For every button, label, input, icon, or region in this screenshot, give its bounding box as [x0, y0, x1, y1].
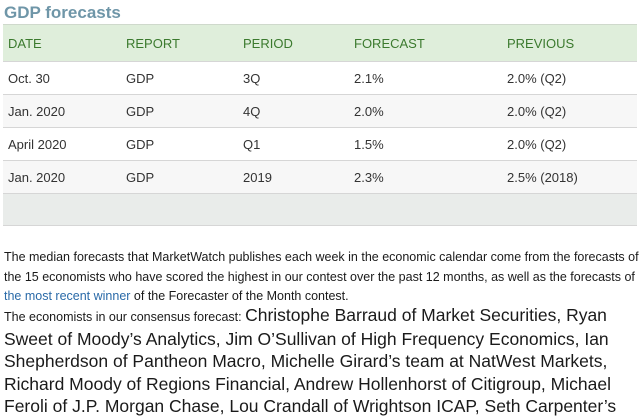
cell-previous: 2.0% (Q2) [502, 127, 637, 161]
most-recent-winner-link[interactable]: the most recent winner [4, 289, 131, 303]
cell-date: Jan. 2020 [3, 94, 121, 128]
footer-cell [3, 193, 121, 226]
cell-report: GDP [121, 94, 238, 128]
column-header-date: DATE [3, 24, 121, 62]
economists-line: Richard Moody of Regions Financial, Andr… [4, 373, 611, 394]
cell-date: April 2020 [3, 127, 121, 161]
footer-cell [349, 193, 502, 226]
economists-line: Sweet of Moody’s Analytics, Jim O’Sulliv… [4, 328, 609, 349]
methodology-paragraph: The median forecasts that MarketWatch pu… [4, 248, 639, 307]
cell-forecast: 2.0% [349, 94, 502, 128]
cell-forecast: 2.3% [349, 160, 502, 194]
cell-period: Q1 [238, 127, 349, 161]
cell-previous: 2.0% (Q2) [502, 61, 637, 95]
table-row: Jan. 2020 GDP 4Q 2.0% 2.0% (Q2) [3, 94, 637, 128]
economists-intro: The economists in our consensus forecast… [4, 310, 246, 324]
column-header-period: PERIOD [238, 24, 349, 62]
table-row: Oct. 30 GDP 3Q 2.1% 2.0% (Q2) [3, 61, 637, 95]
table-row: Jan. 2020 GDP 2019 2.3% 2.5% (2018) [3, 160, 637, 194]
footer-cell [121, 193, 238, 226]
cell-previous: 2.0% (Q2) [502, 94, 637, 128]
economists-line: Christophe Barraud of Market Securities,… [245, 305, 607, 325]
page-title: GDP forecasts [4, 3, 121, 22]
cell-report: GDP [121, 160, 238, 194]
footer-cell [238, 193, 349, 226]
cell-period: 4Q [238, 94, 349, 128]
cell-report: GDP [121, 61, 238, 95]
cell-previous: 2.5% (2018) [502, 160, 637, 194]
cell-report: GDP [121, 127, 238, 161]
table-footer-row [3, 193, 637, 226]
economists-paragraph: The economists in our consensus forecast… [4, 305, 640, 419]
cell-forecast: 2.1% [349, 61, 502, 95]
table-header-row: DATE REPORT PERIOD FORECAST PREVIOUS [3, 24, 637, 62]
footer-cell [502, 193, 637, 226]
column-header-previous: PREVIOUS [502, 24, 637, 62]
paragraph-line: The median forecasts that MarketWatch pu… [4, 250, 639, 264]
cell-period: 2019 [238, 160, 349, 194]
gdp-forecasts-table: DATE REPORT PERIOD FORECAST PREVIOUS Oct… [3, 24, 637, 226]
cell-date: Jan. 2020 [3, 160, 121, 194]
cell-period: 3Q [238, 61, 349, 95]
paragraph-line: of the Forecaster of the Month contest. [130, 289, 349, 303]
cell-date: Oct. 30 [3, 61, 121, 95]
economists-line: Shepherdson of Pantheon Macro, Michelle … [4, 351, 608, 371]
paragraph-line: the 15 economists who have scored the hi… [4, 269, 635, 284]
economists-line: Feroli of J.P. Morgan Chase, Lou Crandal… [4, 396, 617, 416]
cell-forecast: 1.5% [349, 127, 502, 161]
column-header-forecast: FORECAST [349, 24, 502, 62]
table-row: April 2020 GDP Q1 1.5% 2.0% (Q2) [3, 127, 637, 161]
column-header-report: REPORT [121, 24, 238, 62]
